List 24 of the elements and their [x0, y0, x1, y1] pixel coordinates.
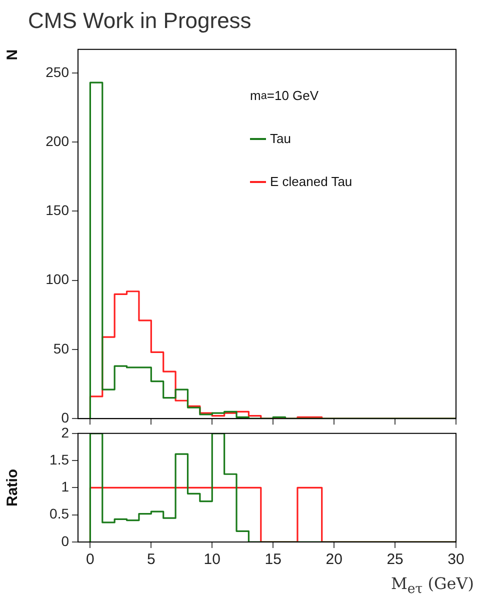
y-axis-title: Ratio [4, 468, 22, 506]
x-tick-label: 0 [86, 551, 94, 568]
x-axis-title: M$_{eτ}$ (GeV) [390, 574, 474, 597]
y-tick-label: 0 [61, 409, 70, 426]
chart-title: CMS Work in Progress [28, 8, 252, 34]
x-tick-label: 15 [264, 551, 282, 568]
y-tick-label: 1 [61, 478, 70, 495]
y-tick-label: 1.5 [50, 451, 70, 468]
y-tick-label: 200 [46, 132, 70, 149]
legend-label: E cleaned Tau [270, 174, 352, 189]
x-tick-label: 5 [146, 551, 156, 568]
y-tick-label: 2 [61, 424, 70, 440]
y-tick-label: 150 [46, 202, 70, 218]
y-axis-title: N [4, 49, 22, 60]
x-tick-label: 30 [448, 551, 464, 568]
y-tick-label: 250 [46, 64, 70, 80]
x-tick-label: 10 [204, 551, 220, 568]
y-tick-label: 0.5 [50, 506, 70, 522]
x-tick-label: 20 [326, 551, 342, 568]
y-tick-label: 0 [61, 532, 70, 549]
legend-label: Tau [270, 131, 291, 146]
y-tick-label: 50 [53, 340, 70, 356]
y-tick-label: 100 [46, 271, 70, 288]
x-tick-label: 25 [386, 551, 404, 568]
